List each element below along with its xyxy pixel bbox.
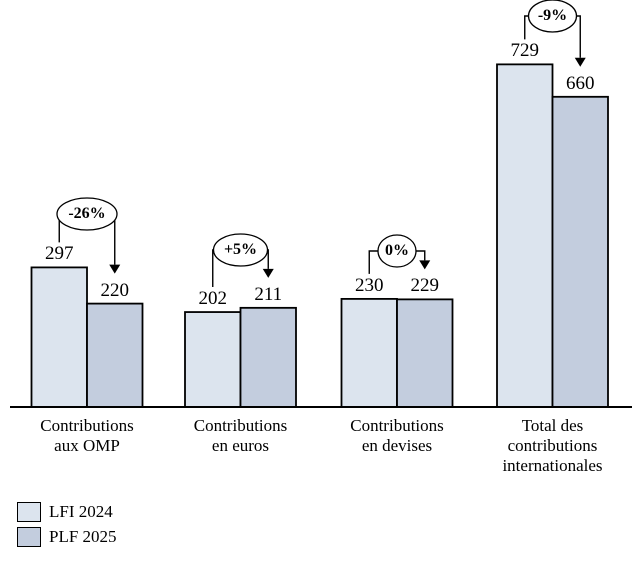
bar-lfi-2024 (496, 63, 554, 408)
legend-item: LFI 2024 (17, 501, 117, 522)
legend-label: LFI 2024 (49, 502, 113, 521)
annotation-ellipse (377, 234, 417, 268)
legend-swatch (17, 501, 41, 522)
annotation-arrowhead-icon (109, 264, 121, 274)
annotation-ellipse (56, 197, 118, 231)
bar-lfi-2024 (340, 297, 398, 408)
annotation-arrowhead-icon (262, 268, 274, 278)
bar-plf-2025 (86, 302, 144, 408)
x-axis-line (10, 406, 632, 408)
annotation-ellipse (527, 0, 578, 33)
annotation-arrowhead-icon (419, 260, 431, 270)
bar-plf-2025 (239, 306, 297, 408)
bar-lfi-2024 (30, 266, 88, 408)
annotation-ellipse (212, 233, 269, 267)
legend-label: PLF 2025 (49, 527, 117, 546)
bar-plf-2025 (396, 298, 454, 408)
chart-legend: LFI 2024 PLF 2025 (17, 501, 117, 547)
bar-lfi-2024 (184, 311, 242, 408)
legend-swatch (17, 526, 41, 547)
legend-item: PLF 2025 (17, 526, 117, 547)
bar-plf-2025 (551, 95, 609, 408)
annotation-arrowhead-icon (574, 57, 586, 67)
